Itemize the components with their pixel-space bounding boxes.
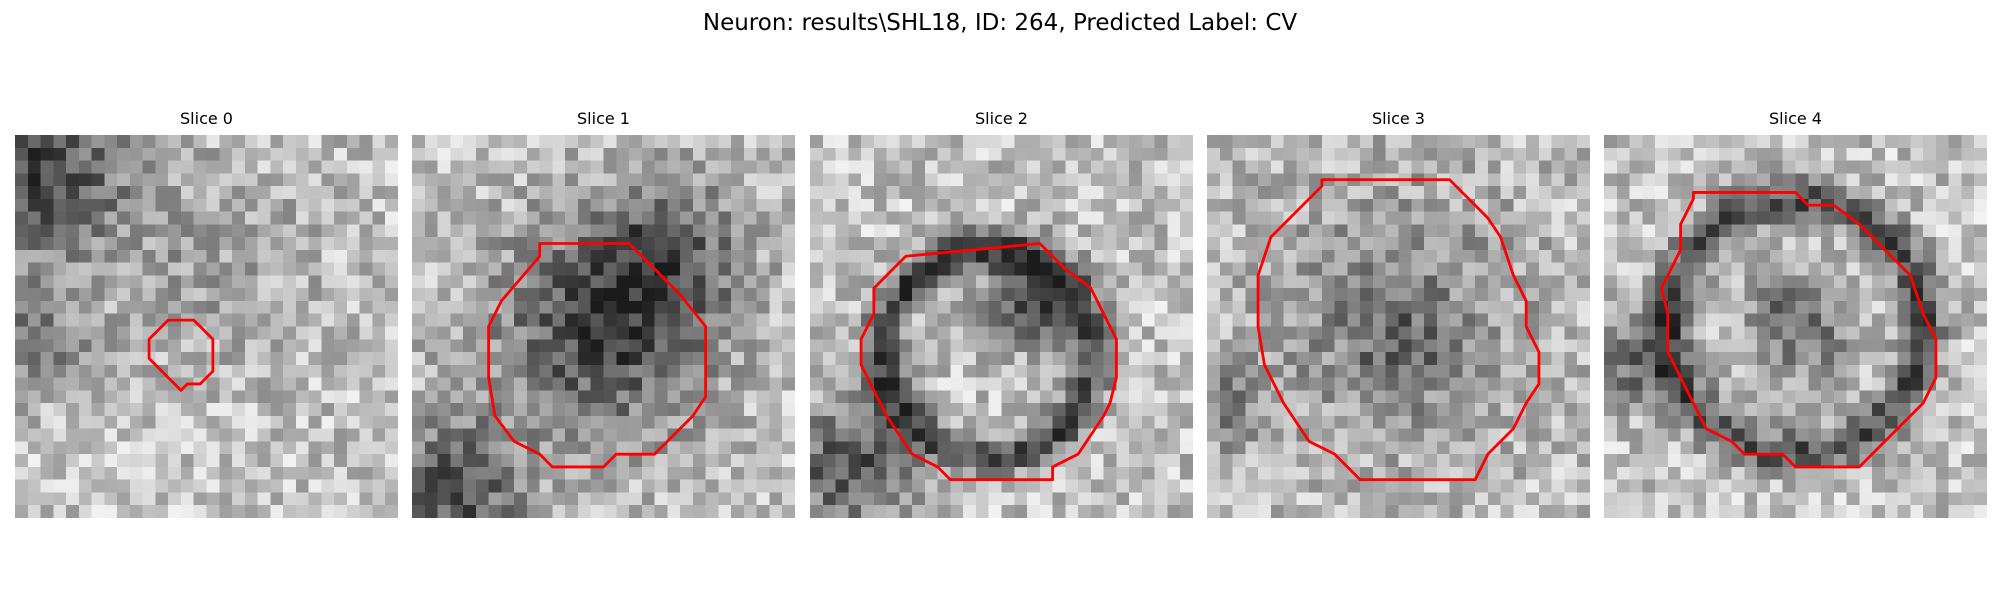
slice-title-0: Slice 0 bbox=[180, 109, 233, 128]
slice-panel-2: Slice 2 bbox=[810, 108, 1193, 518]
slice-image-2 bbox=[810, 135, 1193, 518]
roi-contour-2 bbox=[859, 242, 1118, 482]
slice-title-4: Slice 4 bbox=[1769, 109, 1822, 128]
slice-image-1 bbox=[412, 135, 795, 518]
slice-image-0 bbox=[15, 135, 398, 518]
roi-contour-0 bbox=[147, 318, 215, 392]
figure-title: Neuron: results\SHL18, ID: 264, Predicte… bbox=[702, 10, 1298, 36]
roi-contour-1 bbox=[487, 242, 708, 469]
slice-image-4 bbox=[1604, 135, 1987, 518]
roi-contour-3 bbox=[1256, 178, 1541, 482]
slice-panel-1: Slice 1 bbox=[412, 108, 795, 518]
slice-title-2: Slice 2 bbox=[975, 109, 1028, 128]
slice-title-1: Slice 1 bbox=[577, 109, 630, 128]
slice-image-3 bbox=[1207, 135, 1590, 518]
slice-panel-3: Slice 3 bbox=[1207, 108, 1590, 518]
slice-title-3: Slice 3 bbox=[1372, 109, 1425, 128]
roi-contour-4 bbox=[1660, 191, 1938, 469]
slice-panel-0: Slice 0 bbox=[15, 108, 398, 518]
slice-panel-4: Slice 4 bbox=[1604, 108, 1987, 518]
